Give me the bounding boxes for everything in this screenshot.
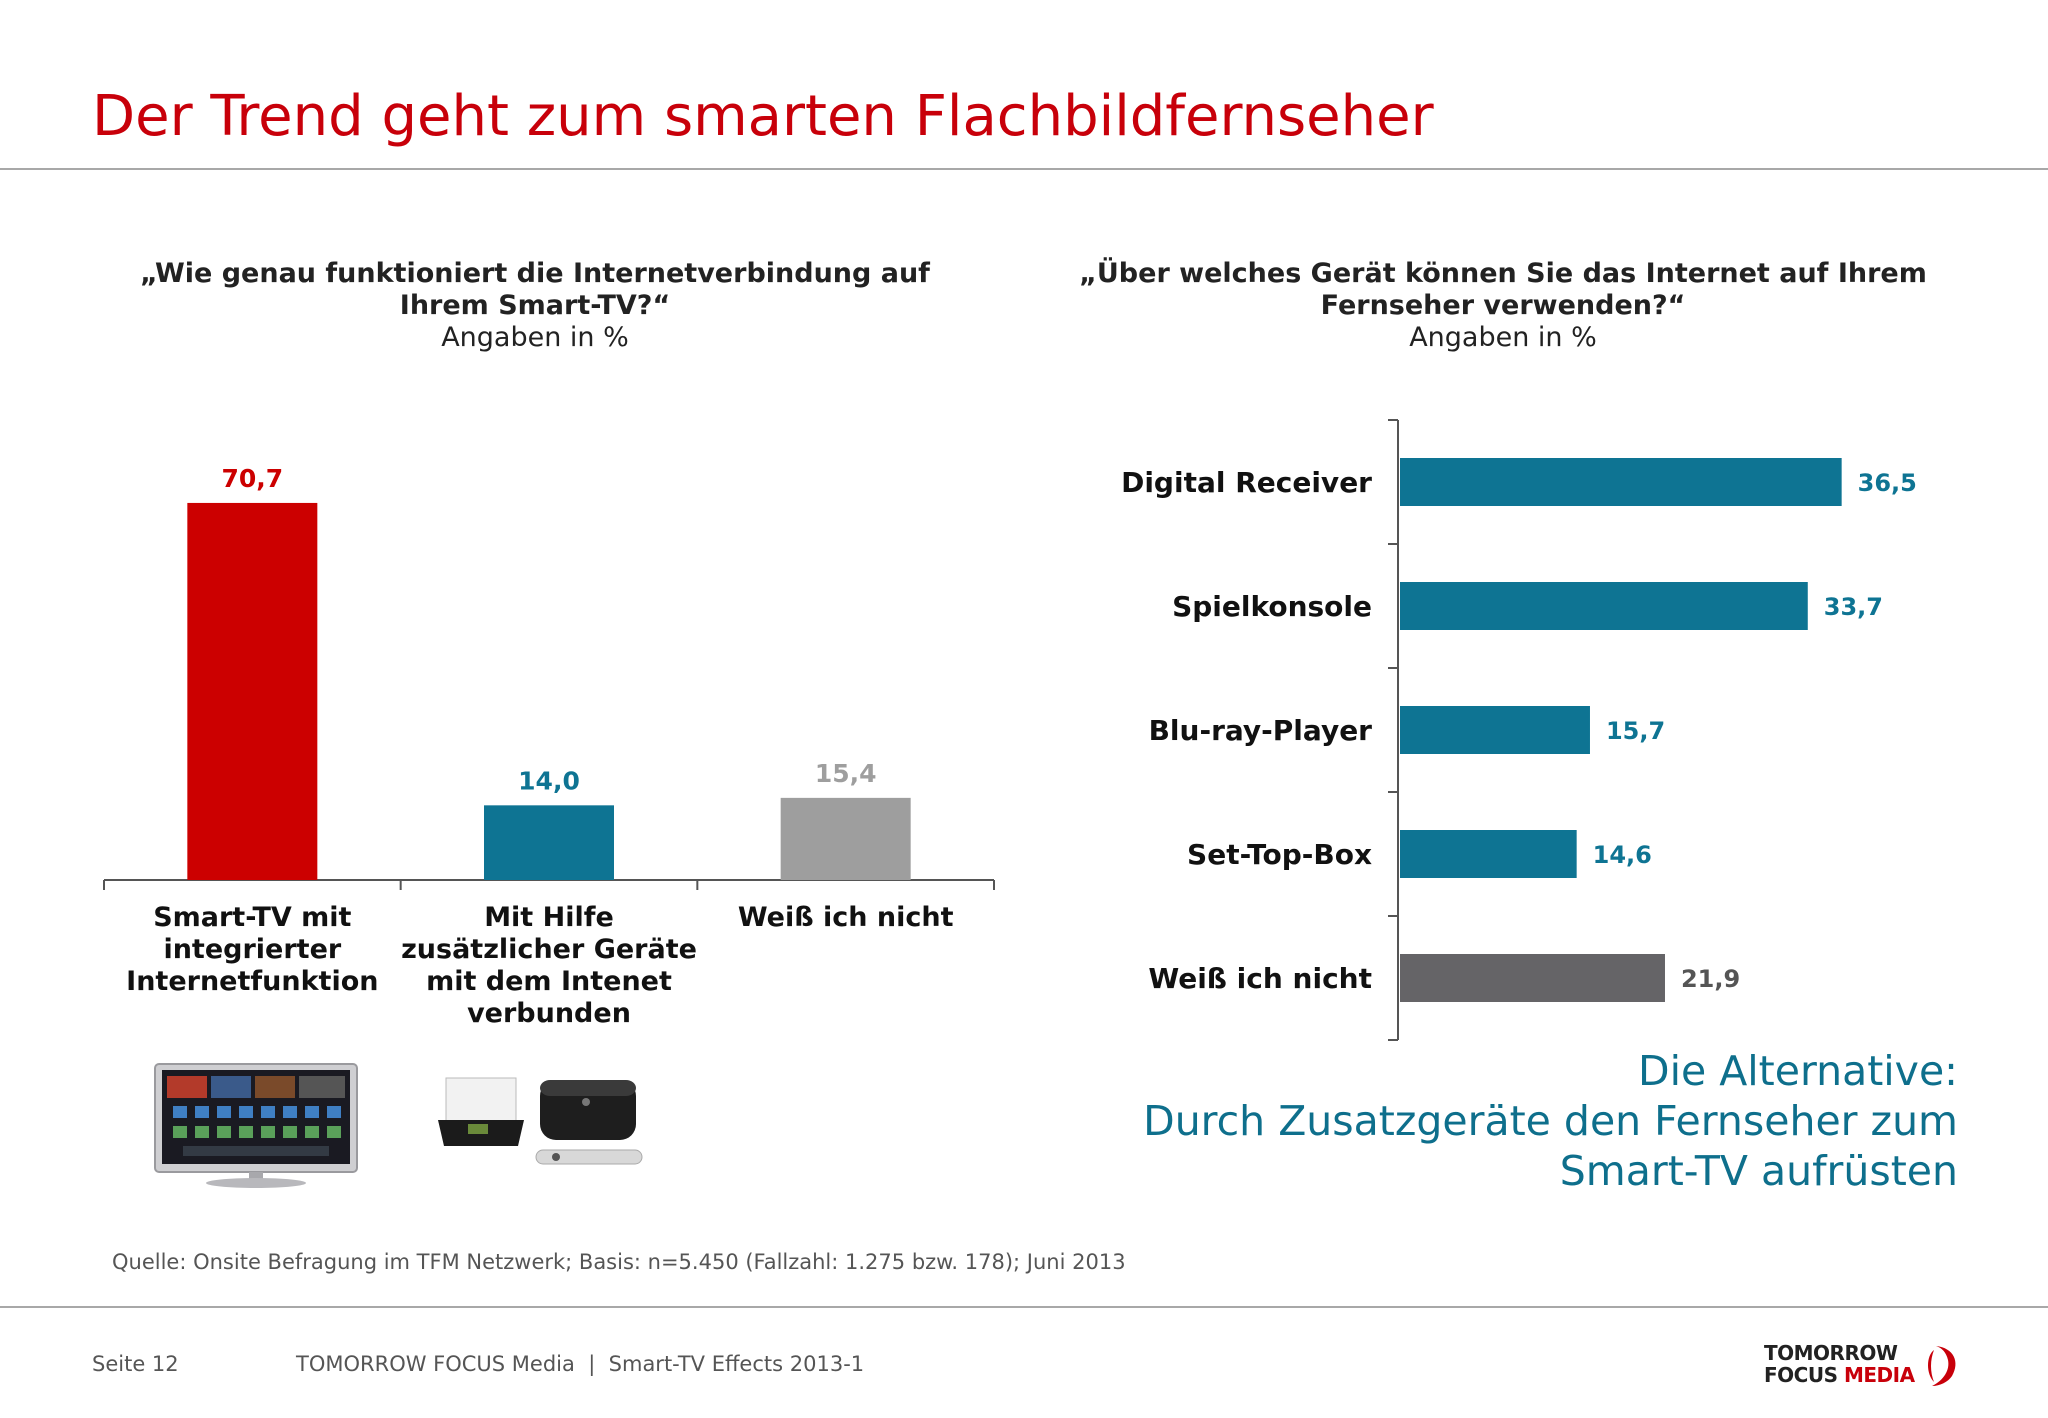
data-label: 14,0 xyxy=(518,766,580,795)
bar xyxy=(1400,582,1808,630)
category-label: Smart-TV mit xyxy=(153,902,351,933)
bar xyxy=(780,797,911,880)
footer-company: TOMORROW FOCUS Media | Smart-TV Effects … xyxy=(296,1352,865,1376)
category-label: Internetfunktion xyxy=(126,966,378,997)
data-label: 36,5 xyxy=(1858,469,1917,497)
right-question-line-2: Fernseher verwenden?“ xyxy=(1320,290,1686,321)
left-chart-heading: „Wie genau funktioniert die Internetverb… xyxy=(90,258,980,354)
category-label: Blu-ray-Player xyxy=(1149,714,1373,747)
left-chart-subtitle: Angaben in % xyxy=(441,322,629,353)
category-label: Spielkonsole xyxy=(1172,590,1372,623)
category-label: Set-Top-Box xyxy=(1187,838,1372,871)
alternative-callout: Die Alternative: Durch Zusatzgeräte den … xyxy=(1143,1046,1958,1196)
right-bar-chart: 36,5 Digital Receiver 33,7 Spielkonsole 15,7… xyxy=(1121,419,1917,1041)
logo-media: MEDIA xyxy=(1843,1363,1915,1387)
bar xyxy=(1400,458,1842,506)
data-label: 70,7 xyxy=(221,464,283,493)
page-title: Der Trend geht zum smarten Flachbildfern… xyxy=(92,84,1434,149)
bar xyxy=(1400,706,1590,754)
logo-swoosh-icon xyxy=(1928,1346,1956,1386)
page-number: Seite 12 xyxy=(92,1352,179,1376)
callout-line-1: Die Alternative: xyxy=(1638,1047,1958,1095)
company-logo: TOMORROW FOCUS MEDIA xyxy=(1764,1340,1960,1390)
set-top-box-image xyxy=(432,1072,646,1168)
category-label: mit dem Intenet xyxy=(426,966,672,997)
footer-divider xyxy=(0,1306,2048,1308)
logo-focus: FOCUS xyxy=(1764,1363,1838,1387)
category-label: Weiß ich nicht xyxy=(738,902,954,933)
left-bar-chart: 70,7 Smart-TV mitintegrierterInternetfunk… xyxy=(103,464,995,1029)
logo-line-1: TOMORROW xyxy=(1764,1341,1898,1365)
right-chart-heading: „Über welches Gerät können Sie das Inter… xyxy=(1060,258,1946,354)
category-label: Digital Receiver xyxy=(1121,466,1372,499)
smart-tv-image xyxy=(153,1062,359,1190)
category-label: integrierter xyxy=(163,934,341,965)
logo-line-2: FOCUS MEDIA xyxy=(1764,1364,1915,1386)
right-question-line-1: „Über welches Gerät können Sie das Inter… xyxy=(1079,258,1927,289)
category-label: Mit Hilfe xyxy=(484,902,614,933)
callout-line-3: Smart-TV aufrüsten xyxy=(1559,1147,1958,1195)
data-label: 15,7 xyxy=(1606,717,1665,745)
data-label: 33,7 xyxy=(1824,593,1883,621)
data-label: 21,9 xyxy=(1681,965,1740,993)
right-chart-subtitle: Angaben in % xyxy=(1409,322,1597,353)
title-divider xyxy=(0,168,2048,170)
bar xyxy=(484,805,614,880)
left-question-line-1: „Wie genau funktioniert die Internetverb… xyxy=(140,258,930,289)
left-question-line-2: Ihrem Smart-TV?“ xyxy=(399,290,671,321)
callout-line-2: Durch Zusatzgeräte den Fernseher zum xyxy=(1143,1097,1958,1145)
bar xyxy=(1400,830,1577,878)
category-label: Weiß ich nicht xyxy=(1148,962,1372,995)
category-label: zusätzlicher Geräte xyxy=(401,934,697,965)
data-label: 14,6 xyxy=(1593,841,1652,869)
data-label: 15,4 xyxy=(815,759,877,788)
source-note: Quelle: Onsite Befragung im TFM Netzwerk… xyxy=(112,1250,1126,1274)
bar xyxy=(1400,954,1665,1002)
category-label: verbunden xyxy=(467,998,631,1029)
bar xyxy=(187,502,318,880)
